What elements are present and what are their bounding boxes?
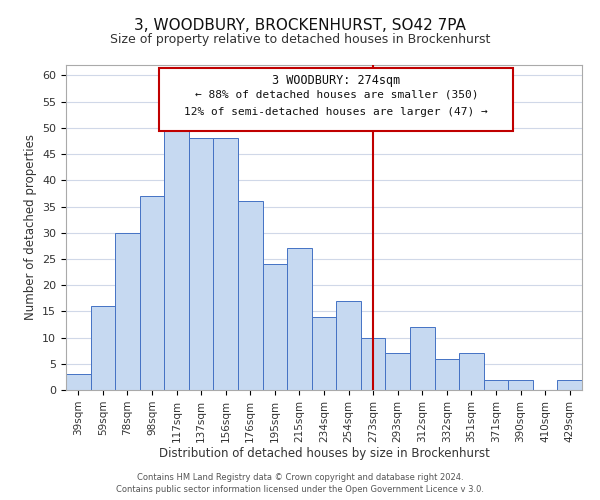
Bar	[410, 327, 434, 390]
Bar	[164, 128, 189, 390]
Bar	[508, 380, 533, 390]
Bar	[263, 264, 287, 390]
Bar	[238, 202, 263, 390]
Y-axis label: Number of detached properties: Number of detached properties	[23, 134, 37, 320]
Bar	[214, 138, 238, 390]
Text: ← 88% of detached houses are smaller (350): ← 88% of detached houses are smaller (35…	[194, 90, 478, 100]
Bar	[361, 338, 385, 390]
Bar	[160, 68, 513, 130]
Bar	[336, 301, 361, 390]
Bar	[66, 374, 91, 390]
Text: Size of property relative to detached houses in Brockenhurst: Size of property relative to detached ho…	[110, 32, 490, 46]
Bar	[312, 316, 336, 390]
Bar	[459, 354, 484, 390]
X-axis label: Distribution of detached houses by size in Brockenhurst: Distribution of detached houses by size …	[158, 448, 490, 460]
Text: 3 WOODBURY: 274sqm: 3 WOODBURY: 274sqm	[272, 74, 400, 87]
Bar	[434, 358, 459, 390]
Bar	[287, 248, 312, 390]
Bar	[91, 306, 115, 390]
Text: 3, WOODBURY, BROCKENHURST, SO42 7PA: 3, WOODBURY, BROCKENHURST, SO42 7PA	[134, 18, 466, 32]
Bar	[484, 380, 508, 390]
Bar	[385, 354, 410, 390]
Bar	[189, 138, 214, 390]
Bar	[557, 380, 582, 390]
Text: Contains HM Land Registry data © Crown copyright and database right 2024.
Contai: Contains HM Land Registry data © Crown c…	[116, 472, 484, 494]
Bar	[115, 232, 140, 390]
Text: 12% of semi-detached houses are larger (47) →: 12% of semi-detached houses are larger (…	[184, 107, 488, 117]
Bar	[140, 196, 164, 390]
